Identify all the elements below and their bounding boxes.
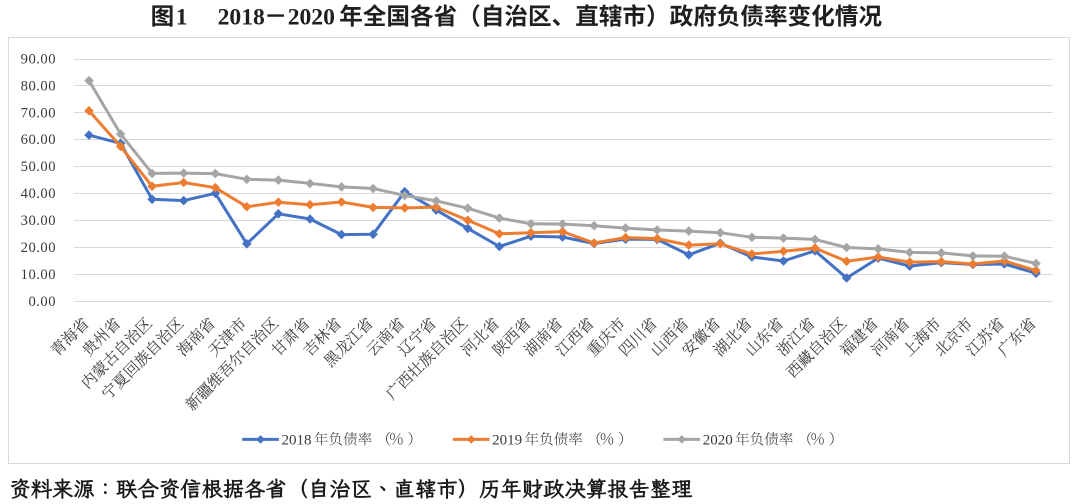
svg-text:2018: 2018 bbox=[218, 5, 265, 31]
svg-text:30.00: 30.00 bbox=[21, 213, 56, 229]
svg-text:2020: 2020 bbox=[703, 432, 733, 448]
svg-text:50.00: 50.00 bbox=[21, 159, 56, 175]
svg-text:90.00: 90.00 bbox=[21, 51, 56, 67]
svg-text:2019: 2019 bbox=[492, 432, 522, 448]
svg-text:1: 1 bbox=[176, 5, 188, 31]
svg-text:2018: 2018 bbox=[282, 432, 312, 448]
svg-text:2020: 2020 bbox=[288, 5, 335, 31]
svg-text:0.00: 0.00 bbox=[28, 294, 56, 310]
svg-text:10.00: 10.00 bbox=[21, 267, 56, 283]
svg-text:80.00: 80.00 bbox=[21, 78, 56, 94]
svg-text:70.00: 70.00 bbox=[21, 105, 56, 121]
svg-text:60.00: 60.00 bbox=[21, 132, 56, 148]
svg-text:20.00: 20.00 bbox=[21, 240, 56, 256]
svg-text:40.00: 40.00 bbox=[21, 186, 56, 202]
